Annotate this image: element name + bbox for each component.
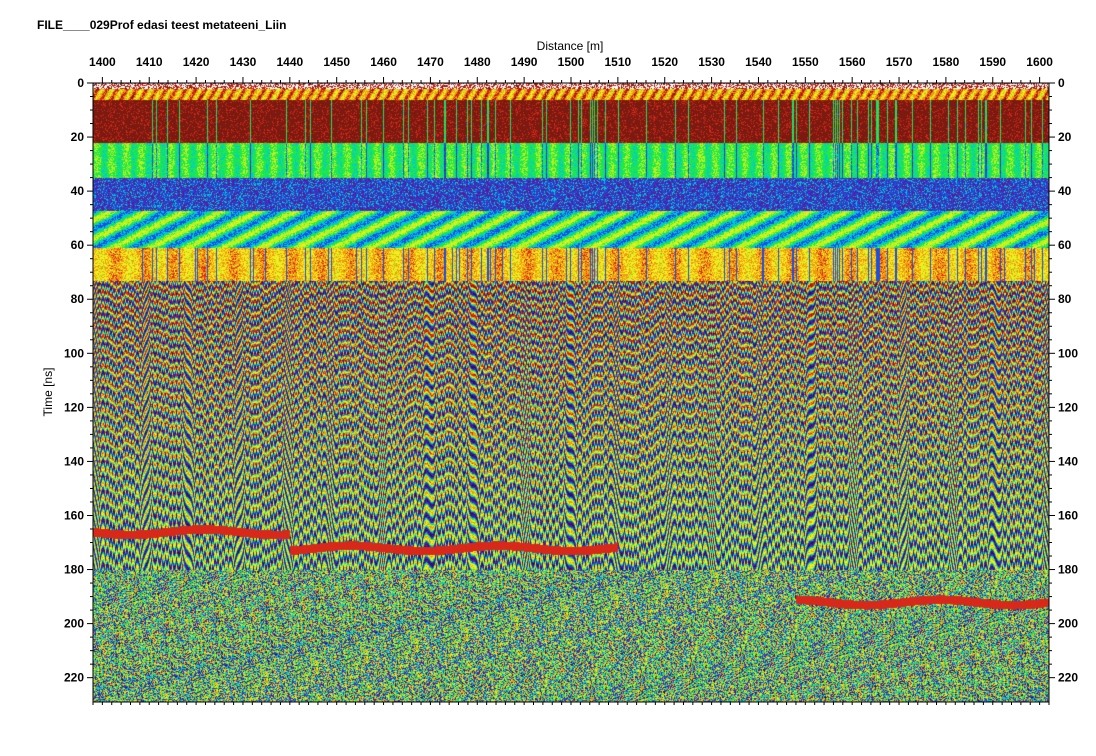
x-tick-label: 1600 [1026,55,1053,69]
x-tick-label: 1510 [605,55,632,69]
y-tick-label-right: 220 [1058,671,1078,685]
x-tick-label: 1480 [464,55,491,69]
y-axis-title: Time [ns] [41,368,55,417]
y-tick-label-left: 160 [64,508,84,522]
y-axis-left: 0 20 40 60 80 100 120 140 160 180 200 220 [64,76,93,685]
x-tick-label: 1570 [886,55,913,69]
x-tick-label: 1550 [792,55,819,69]
y-tick-label-right: 40 [1058,184,1072,198]
y-axis-right: 0 20 40 60 80 100 120 140 160 180 200 220 [1049,76,1078,685]
y-tick-label-left: 140 [64,454,84,468]
y-tick-label-left: 120 [64,400,84,414]
y-tick-label-left: 100 [64,346,84,360]
y-tick-label-right: 80 [1058,292,1072,306]
x-tick-label: 1540 [745,55,772,69]
x-tick-label: 1430 [230,55,257,69]
y-tick-label-right: 160 [1058,508,1078,522]
y-tick-label-right: 200 [1058,617,1078,631]
y-tick-label-right: 100 [1058,346,1078,360]
x-tick-label: 1420 [183,55,210,69]
x-tick-label: 1440 [276,55,303,69]
y-tick-label-right: 20 [1058,130,1072,144]
x-tick-label: 1470 [417,55,444,69]
x-tick-label: 1590 [979,55,1006,69]
x-tick-label: 1580 [933,55,960,69]
y-tick-label-right: 140 [1058,454,1078,468]
y-tick-label-right: 0 [1058,76,1065,90]
y-tick-label-left: 40 [71,184,85,198]
x-tick-label: 1450 [323,55,350,69]
y-tick-label-left: 180 [64,563,84,577]
plot-area [93,83,1049,702]
y-tick-label-right: 180 [1058,563,1078,577]
x-tick-label: 1500 [558,55,585,69]
y-tick-label-left: 200 [64,617,84,631]
y-tick-label-left: 0 [77,76,84,90]
x-tick-label: 1560 [839,55,866,69]
y-tick-label-left: 80 [71,292,85,306]
x-tick-label: 1400 [89,55,116,69]
file-title: FILE____029Prof edasi teest metateeni_Li… [37,18,287,32]
x-tick-label: 1530 [698,55,725,69]
y-tick-label-right: 60 [1058,238,1072,252]
x-tick-label: 1460 [370,55,397,69]
y-tick-label-left: 220 [64,671,84,685]
x-tick-label: 1410 [136,55,163,69]
radargram-image [93,83,1049,702]
x-axis-title: Distance [m] [537,39,604,53]
x-axis: 1400 1410 1420 1430 1440 1450 1460 1470 1480 1490… [89,55,1053,705]
x-tick-label: 1520 [651,55,678,69]
y-tick-label-right: 120 [1058,400,1078,414]
y-tick-label-left: 20 [71,130,85,144]
y-tick-label-left: 60 [71,238,85,252]
x-tick-label: 1490 [511,55,538,69]
